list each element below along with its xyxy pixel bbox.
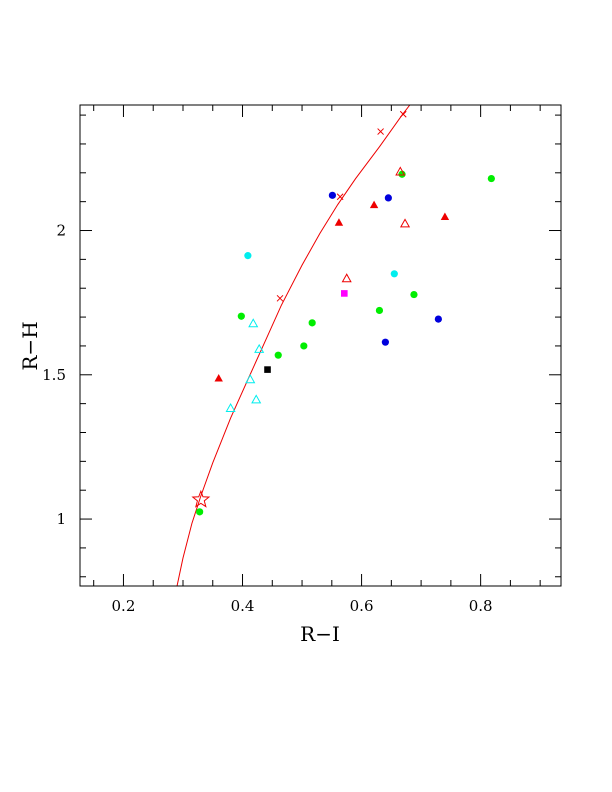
data-point-open-triangle: [395, 166, 406, 176]
data-point-circle: [375, 306, 384, 315]
data-points: [191, 166, 495, 516]
data-point-triangle: [440, 212, 450, 220]
data-point-circle: [274, 351, 282, 359]
data-point-circle: [196, 508, 204, 516]
data-point-triangle: [214, 374, 223, 382]
data-point-circle: [487, 174, 495, 183]
data-point-circle: [328, 191, 337, 199]
data-point-open-triangle: [399, 218, 411, 228]
data-point-circle: [410, 290, 418, 299]
curve-cross-mark: [377, 128, 384, 135]
data-point-circle: [237, 312, 245, 320]
axis-ticks: [80, 105, 561, 586]
x-tick-label: 0.8: [469, 597, 493, 615]
data-point-circle: [384, 194, 392, 202]
model-curve-line: [176, 104, 411, 587]
data-point-open-triangle: [341, 273, 352, 283]
curve-cross-mark: [336, 193, 344, 201]
data-point-open-triangle: [251, 394, 262, 404]
y-tick-label: 1.5: [42, 366, 66, 384]
data-point-circle: [434, 315, 442, 323]
data-point-circle: [300, 342, 308, 350]
data-point-triangle: [334, 218, 344, 226]
y-tick-label: 2: [56, 222, 66, 240]
data-point-circle: [398, 170, 406, 178]
data-point-square: [264, 366, 271, 373]
curve-cross-mark: [399, 110, 407, 118]
data-point-open-triangle: [254, 343, 265, 353]
model-curve: [176, 104, 411, 587]
data-point-circle: [390, 270, 398, 278]
plot-frame: [79, 104, 562, 587]
data-point-star: [191, 489, 211, 508]
data-point-circle: [308, 319, 316, 327]
data-point-open-triangle: [248, 318, 259, 328]
data-point-open-triangle: [245, 374, 256, 384]
data-point-square: [341, 290, 348, 297]
y-tick-label: 1: [56, 510, 66, 528]
tick-labels: 0.2 0.4 0.6 0.8 1 1.5 2: [42, 222, 492, 615]
y-axis-label: R−H: [18, 321, 42, 370]
data-point-circle: [381, 338, 389, 346]
curve-cross-mark: [276, 294, 284, 302]
data-point-open-triangle: [225, 403, 236, 413]
x-tick-label: 0.6: [350, 597, 374, 615]
data-point-triangle: [369, 200, 379, 209]
x-tick-label: 0.4: [231, 597, 255, 615]
data-point-circle: [244, 252, 252, 260]
x-tick-label: 0.2: [112, 597, 136, 615]
x-axis-label: R−I: [300, 622, 340, 646]
